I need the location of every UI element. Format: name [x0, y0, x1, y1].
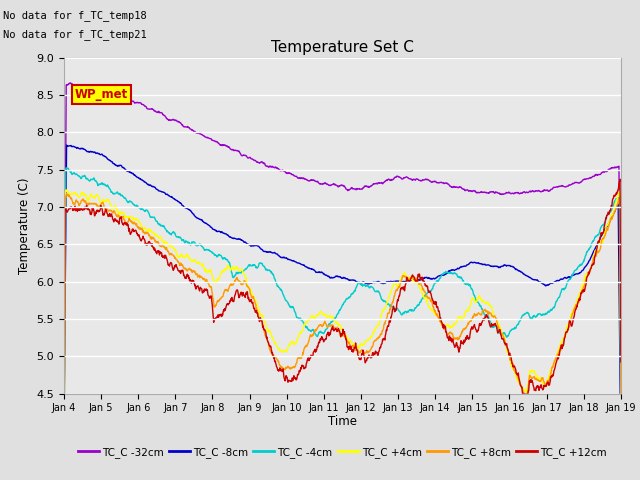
Text: No data for f_TC_temp18: No data for f_TC_temp18: [3, 10, 147, 21]
Text: WP_met: WP_met: [75, 88, 129, 101]
X-axis label: Time: Time: [328, 415, 357, 428]
Text: No data for f_TC_temp21: No data for f_TC_temp21: [3, 29, 147, 40]
Y-axis label: Temperature (C): Temperature (C): [18, 177, 31, 274]
Legend: TC_C -32cm, TC_C -8cm, TC_C -4cm, TC_C +4cm, TC_C +8cm, TC_C +12cm: TC_C -32cm, TC_C -8cm, TC_C -4cm, TC_C +…: [74, 443, 611, 462]
Title: Temperature Set C: Temperature Set C: [271, 40, 414, 55]
